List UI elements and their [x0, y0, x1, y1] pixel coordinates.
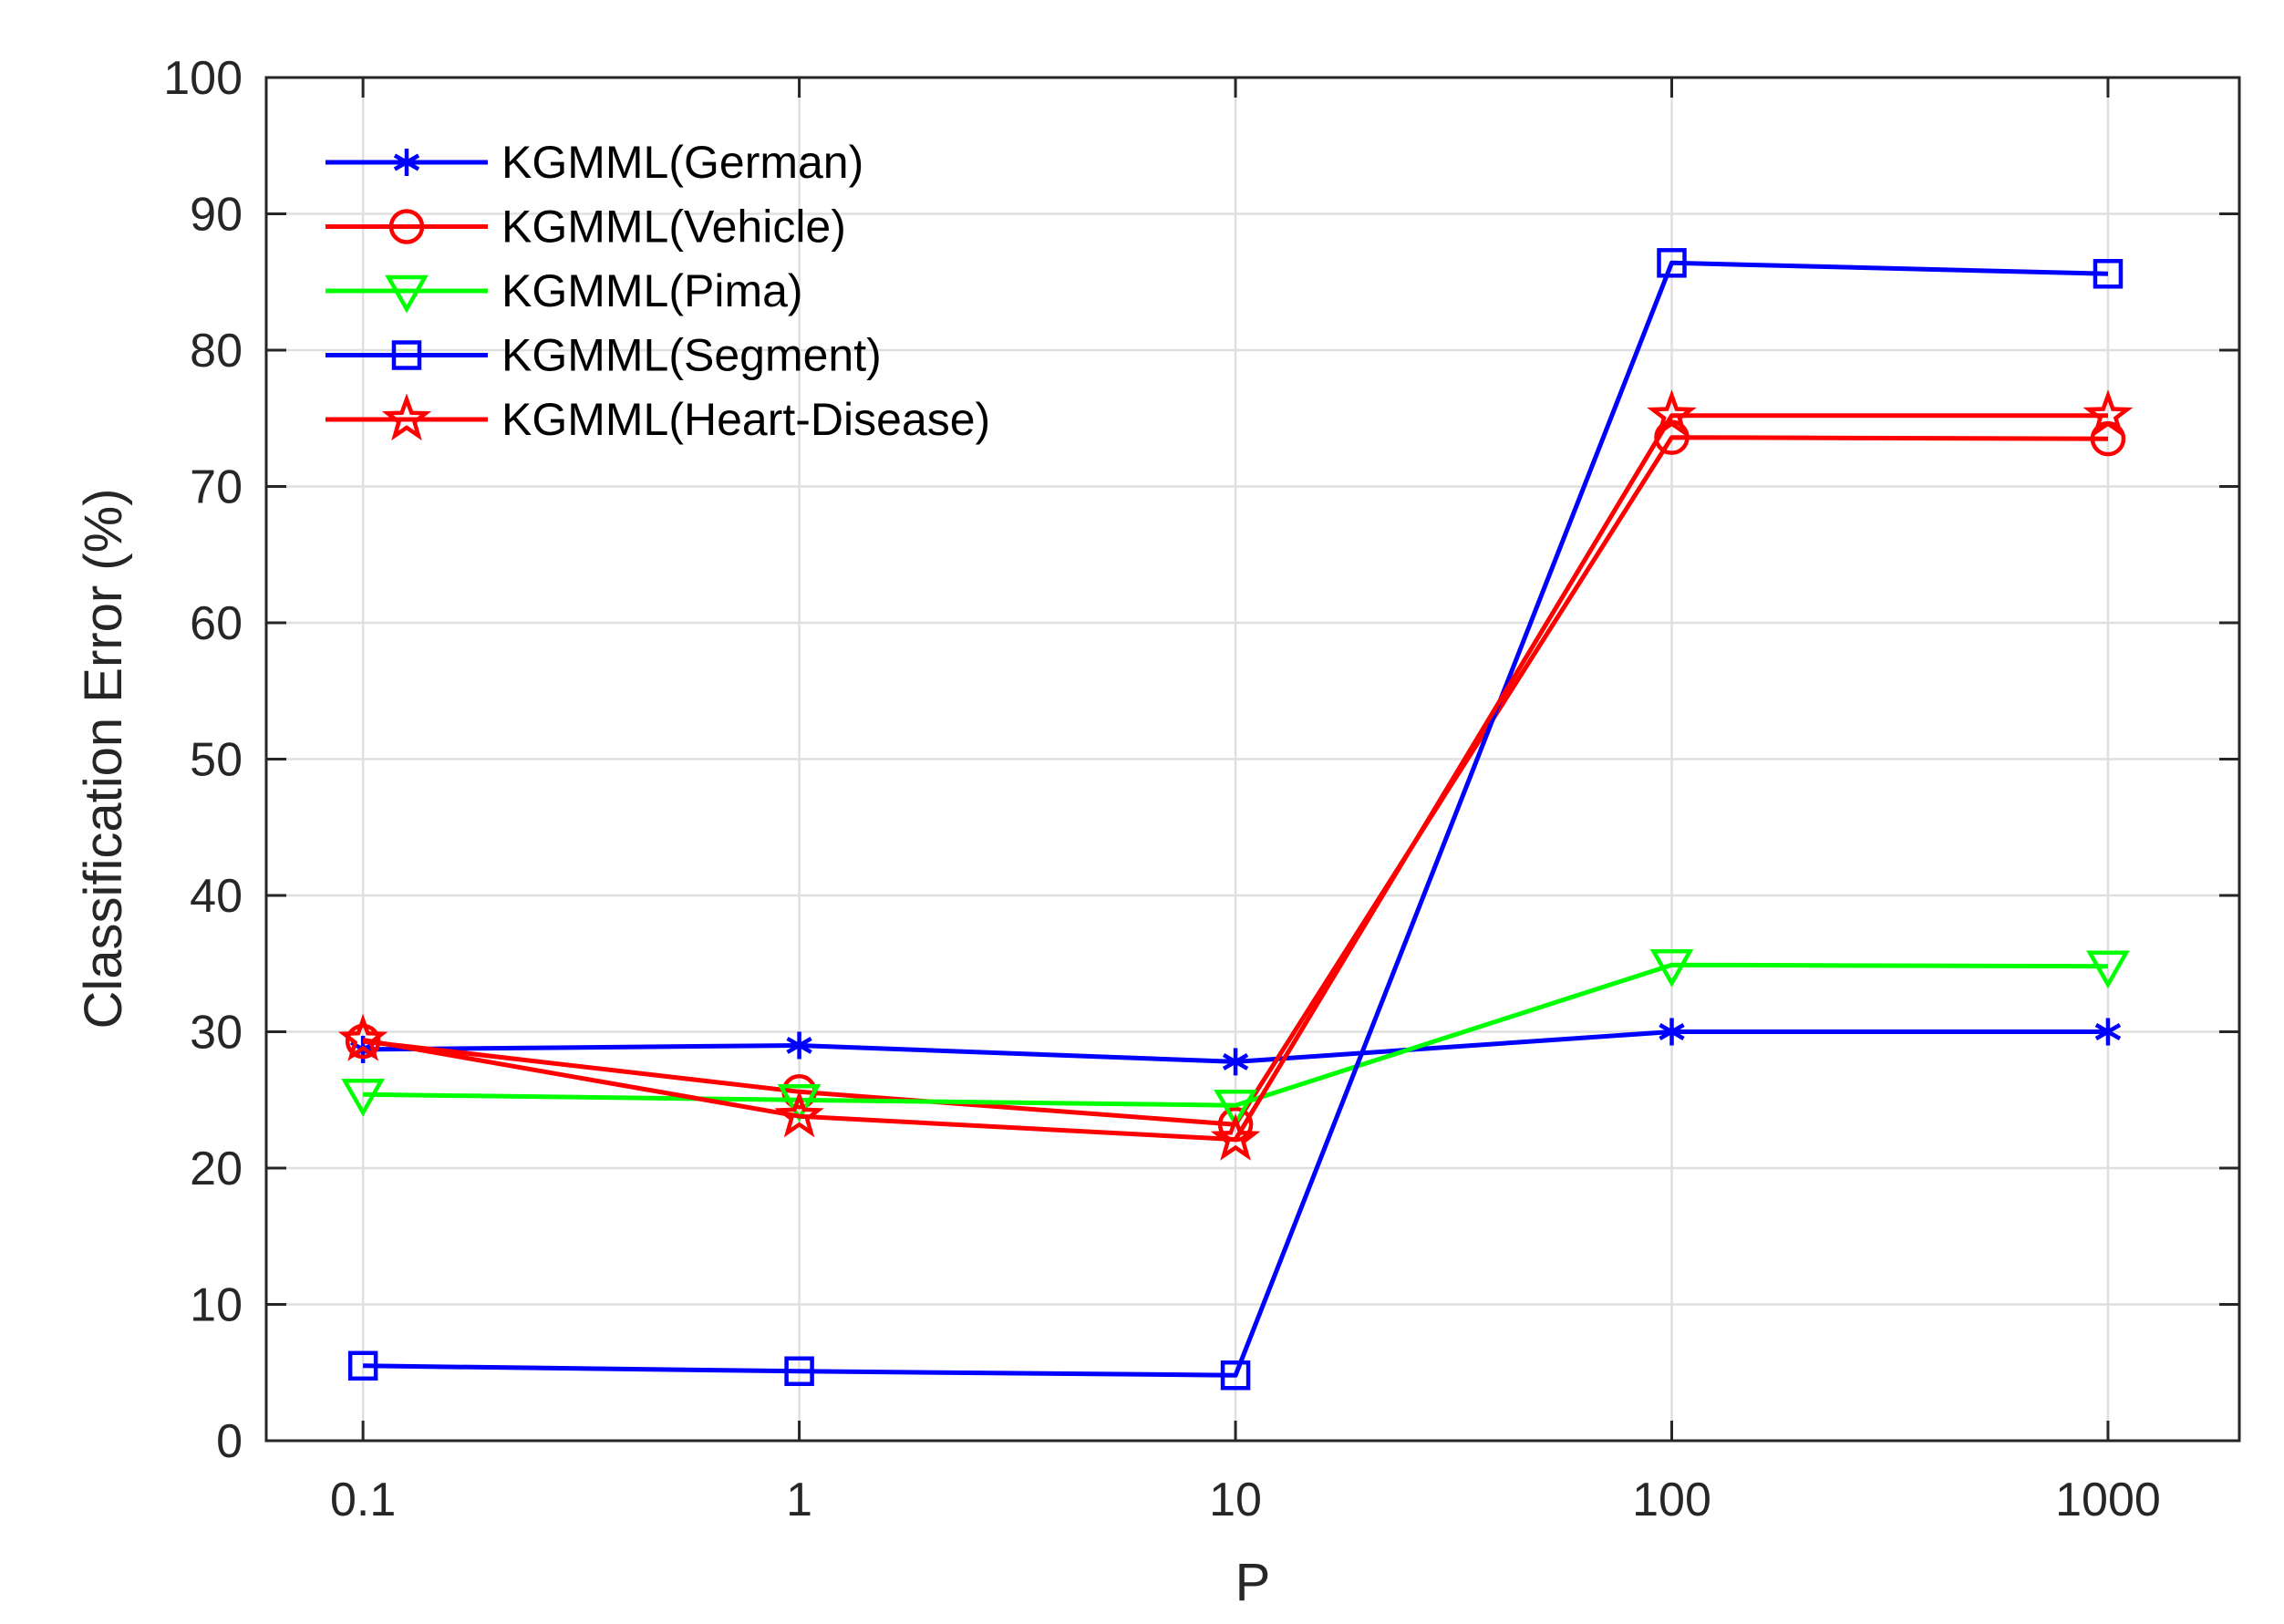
data-point-marker	[2082, 389, 2134, 437]
data-point-marker	[1649, 948, 1694, 988]
series-line	[362, 413, 2108, 1143]
legend-marker	[385, 274, 429, 314]
series-line	[363, 962, 2109, 1108]
legend: KGMML(German) KGMML(Vehicle) KGMML(Pima) KG…	[326, 137, 990, 445]
data-point-marker	[1210, 1112, 1261, 1161]
y-tick-label: 0	[216, 1415, 243, 1468]
x-axis-title: P	[1235, 1553, 1271, 1612]
data-point-marker	[2086, 950, 2130, 989]
legend-label: KGMML(German)	[501, 137, 863, 188]
y-tick-label: 20	[190, 1143, 243, 1195]
data-point-marker	[1647, 389, 1697, 437]
data-point-marker	[1657, 248, 1687, 278]
y-tick-label: 60	[190, 597, 243, 650]
data-point-marker	[1222, 1048, 1249, 1076]
series-lines	[337, 248, 2134, 1391]
y-tick-label: 100	[163, 52, 243, 105]
data-point-marker	[1214, 1089, 1257, 1128]
data-point-marker	[341, 1079, 386, 1117]
data-point-marker	[337, 1013, 388, 1061]
legend-entry: KGMML(Pima)	[326, 265, 803, 316]
legend-entry: KGMML(German)	[326, 137, 863, 188]
legend-marker	[388, 209, 425, 244]
data-point-marker	[774, 1090, 824, 1138]
series-3	[341, 948, 2130, 1128]
y-axis-title: Classification Error (%)	[74, 489, 133, 1029]
series-line	[363, 260, 2109, 1378]
legend-label: KGMML(Vehicle)	[501, 202, 846, 253]
x-tick-label: 10	[1209, 1474, 1262, 1526]
y-tick-label: 80	[190, 325, 243, 378]
x-tick-label: 1	[786, 1474, 812, 1526]
series-4	[347, 248, 2124, 1391]
x-tick-label: 0.1	[330, 1474, 396, 1526]
axis-ticks: 0.1 1 10 100 1000 0 10 20 30 40 50 60 70 80 90 100	[163, 52, 2239, 1526]
legend-label: KGMML(Heart-Disease)	[501, 394, 990, 445]
data-point-marker	[347, 1350, 378, 1381]
legend-entry: KGMML(Segment)	[326, 330, 882, 381]
legend-entry: KGMML(Heart-Disease)	[326, 393, 990, 445]
legend-label: KGMML(Segment)	[501, 330, 882, 381]
data-point-marker	[2094, 1018, 2122, 1046]
data-point-marker	[1220, 1360, 1251, 1391]
data-point-marker	[777, 1084, 822, 1122]
legend-entry: KGMML(Vehicle)	[326, 202, 846, 253]
y-tick-label: 50	[190, 734, 243, 787]
data-point-marker	[784, 1356, 814, 1387]
legend-marker	[393, 149, 420, 176]
y-tick-label: 70	[190, 461, 243, 514]
y-tick-label: 40	[190, 870, 243, 923]
y-tick-label: 10	[190, 1279, 243, 1332]
y-tick-label: 90	[190, 189, 243, 242]
x-tick-label: 1000	[2055, 1474, 2161, 1526]
data-point-marker	[2093, 259, 2124, 289]
legend-marker	[381, 393, 432, 441]
series-5	[337, 389, 2134, 1161]
data-point-marker	[786, 1031, 812, 1060]
x-tick-label: 100	[1632, 1474, 1711, 1526]
legend-marker	[391, 340, 422, 370]
legend-label: KGMML(Pima)	[501, 265, 803, 316]
y-tick-label: 30	[190, 1007, 243, 1060]
grid	[266, 78, 2239, 1441]
data-point-marker	[1659, 1018, 1685, 1046]
